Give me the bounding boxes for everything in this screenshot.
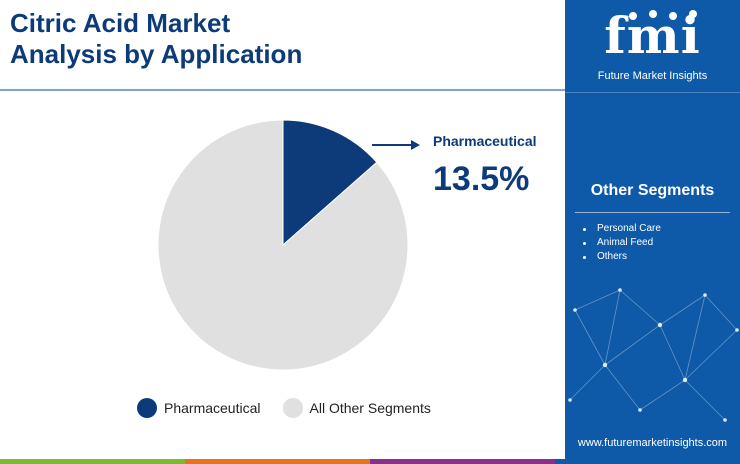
legend-item-pharmaceutical: Pharmaceutical xyxy=(137,398,261,418)
network-graphic xyxy=(568,288,739,422)
list-item: Animal Feed xyxy=(583,236,661,250)
chart-legend: Pharmaceutical All Other Segments xyxy=(137,398,453,418)
chart-panel: Citric Acid Market Analysis by Applicati… xyxy=(0,8,565,418)
fmi-logo: fmi Future Market Insights xyxy=(565,6,740,92)
bullet-icon xyxy=(583,255,586,259)
other-segments-title: Other Segments xyxy=(590,182,715,199)
list-item: Personal Care xyxy=(583,222,661,236)
legend-swatch xyxy=(282,398,303,418)
bottom-bar-segment xyxy=(555,459,740,464)
callout-value: 13.5% xyxy=(433,160,530,198)
bullet-icon xyxy=(583,227,586,231)
logo-subtitle: Future Market Insights xyxy=(597,70,708,82)
segment-label: Personal Care xyxy=(597,223,661,234)
bottom-bar-segment xyxy=(0,459,185,464)
title-line-1: Citric Acid Market xyxy=(10,8,231,38)
legend-label: Pharmaceutical xyxy=(164,400,261,416)
segment-label: Others xyxy=(597,251,628,262)
pie-chart xyxy=(157,119,420,371)
logo-figures-icon xyxy=(629,10,697,20)
pie-slices xyxy=(157,119,409,371)
title-line-2: Analysis by Application xyxy=(10,39,303,69)
arrow-right-icon xyxy=(372,140,420,150)
website-url: www.futuremarketinsights.com xyxy=(577,437,728,449)
other-segments-list: Personal Care Animal Feed Others xyxy=(583,222,661,264)
title-divider xyxy=(0,89,565,91)
segment-label: Animal Feed xyxy=(597,237,654,248)
callout-label: Pharmaceutical xyxy=(433,133,537,149)
pie-slice-pharmaceutical xyxy=(282,119,378,247)
bottom-bar-segment xyxy=(185,459,370,464)
legend-swatch xyxy=(137,398,157,418)
bullet-icon xyxy=(583,241,586,245)
legend-item-all-other-segments: All Other Segments xyxy=(282,398,431,418)
sidebar-divider xyxy=(565,92,740,93)
other-segments-rule xyxy=(575,212,730,213)
list-item: Others xyxy=(583,250,661,264)
bottom-bar-segment xyxy=(370,459,555,464)
sidebar: fmi Future Market Insights Other Segment… xyxy=(565,0,740,464)
page-title: Citric Acid Market Analysis by Applicati… xyxy=(10,8,302,70)
pie-slice-all-other-segments xyxy=(157,119,409,371)
legend-label: All Other Segments xyxy=(309,400,431,416)
bottom-color-bar xyxy=(0,459,740,464)
